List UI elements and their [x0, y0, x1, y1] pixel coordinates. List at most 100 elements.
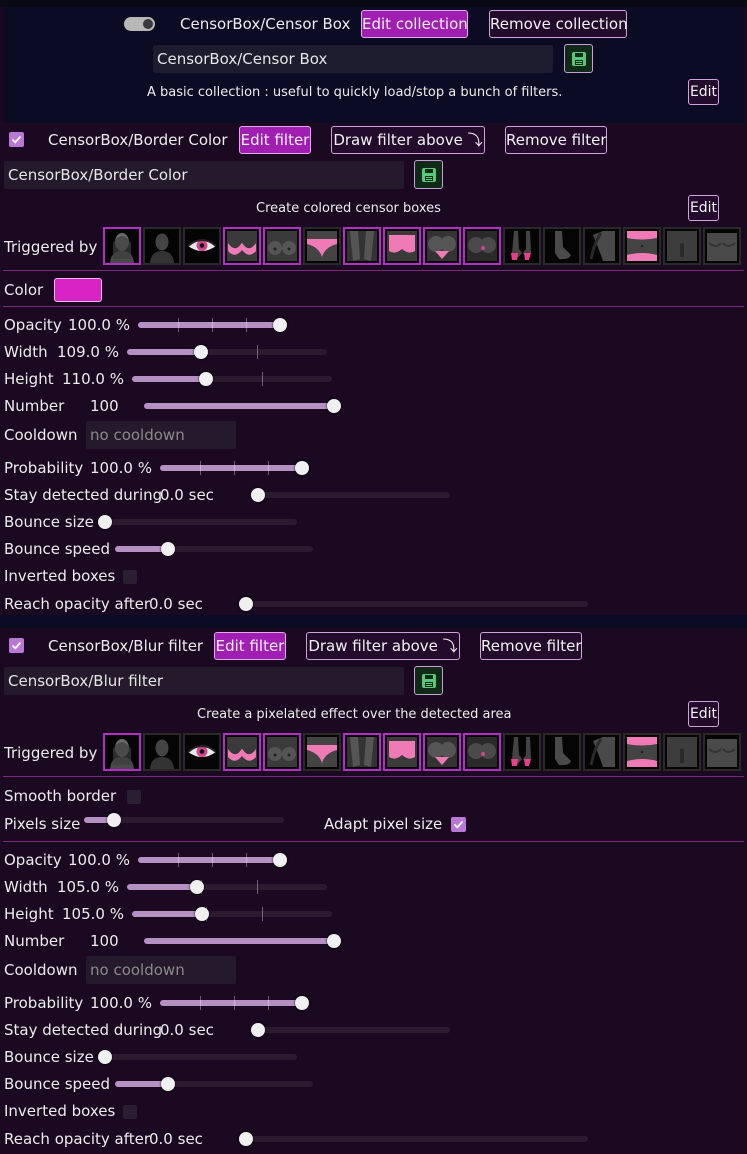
slider-handle[interactable]	[273, 318, 287, 332]
trigger-toggle[interactable]	[623, 733, 661, 771]
collection-description-edit-button[interactable]: Edit	[688, 79, 719, 105]
remove-filter-button[interactable]: Remove filter	[505, 126, 607, 154]
slider-handle[interactable]	[239, 597, 253, 611]
filter-description-edit-button[interactable]: Edit	[688, 701, 719, 727]
trigger-toggle[interactable]	[543, 227, 581, 265]
trigger-toggle[interactable]	[583, 227, 621, 265]
cooldown-input[interactable]: no cooldown	[86, 421, 236, 449]
bounce-size-slider[interactable]	[98, 1050, 297, 1064]
slider-handle[interactable]	[161, 1077, 176, 1091]
trigger-toggle[interactable]	[343, 227, 381, 265]
slider-handle[interactable]	[195, 907, 209, 921]
cooldown-input[interactable]: no cooldown	[86, 956, 236, 984]
edit-collection-button[interactable]: Edit collection	[361, 10, 468, 38]
draw-filter-above-button[interactable]: Draw filter above ⤵	[306, 632, 460, 660]
slider-handle[interactable]	[273, 853, 287, 867]
trigger-toggle[interactable]	[183, 227, 221, 265]
collection-toggle[interactable]	[124, 17, 155, 31]
adapt-pixel-size-checkbox[interactable]	[451, 817, 466, 832]
remove-collection-button[interactable]: Remove collection	[489, 10, 628, 38]
probability-slider[interactable]	[160, 461, 309, 475]
trigger-toggle[interactable]	[423, 733, 461, 771]
trigger-toggle[interactable]	[263, 733, 301, 771]
trigger-toggle[interactable]	[103, 227, 141, 265]
filter-name-input[interactable]: CensorBox/Blur filter	[4, 667, 404, 695]
bounce-size-slider[interactable]	[98, 515, 297, 529]
trigger-toggle[interactable]	[303, 733, 341, 771]
opacity-slider[interactable]	[138, 318, 287, 332]
opacity-slider[interactable]	[138, 853, 287, 867]
trigger-toggle[interactable]	[263, 227, 301, 265]
trigger-toggle[interactable]	[103, 733, 141, 771]
slider-handle[interactable]	[98, 515, 112, 529]
bounce-speed-slider[interactable]	[115, 542, 313, 556]
width-slider[interactable]	[127, 345, 327, 359]
slider-handle[interactable]	[295, 461, 309, 475]
trigger-toggle[interactable]	[703, 227, 741, 265]
height-slider[interactable]	[132, 907, 332, 921]
trigger-toggle[interactable]	[183, 733, 221, 771]
trigger-toggle[interactable]	[303, 227, 341, 265]
stay-slider[interactable]	[251, 1023, 450, 1037]
edit-filter-button[interactable]: Edit filter	[214, 632, 286, 660]
remove-filter-button[interactable]: Remove filter	[480, 632, 582, 660]
slider-handle[interactable]	[251, 1023, 265, 1037]
slider-handle[interactable]	[327, 399, 341, 413]
trigger-toggle[interactable]	[503, 227, 541, 265]
trigger-toggle[interactable]	[463, 227, 501, 265]
probability-slider[interactable]	[160, 996, 309, 1010]
filter-save-button[interactable]	[414, 666, 443, 695]
slider-handle[interactable]	[161, 542, 176, 556]
number-slider[interactable]	[144, 399, 341, 413]
draw-filter-above-button[interactable]: Draw filter above ⤵	[331, 126, 485, 154]
trigger-toggle[interactable]	[583, 733, 621, 771]
trigger-toggle[interactable]	[383, 227, 421, 265]
trigger-toggle[interactable]	[503, 733, 541, 771]
pixels-size-slider[interactable]	[84, 813, 284, 827]
trigger-toggle[interactable]	[343, 733, 381, 771]
slider-handle[interactable]	[199, 372, 213, 386]
covered-buttocks-icon	[387, 737, 417, 767]
stay-value: 0.0 sec	[160, 486, 214, 504]
collection-name-input[interactable]: CensorBox/Censor Box	[153, 45, 553, 73]
slider-handle[interactable]	[295, 996, 309, 1010]
slider-handle[interactable]	[107, 813, 121, 827]
slider-handle[interactable]	[98, 1050, 112, 1064]
trigger-toggle[interactable]	[383, 733, 421, 771]
number-slider[interactable]	[144, 934, 341, 948]
slider-fill	[138, 857, 280, 863]
trigger-toggle[interactable]	[223, 733, 261, 771]
inverted-boxes-checkbox[interactable]	[123, 570, 137, 584]
slider-handle[interactable]	[239, 1132, 253, 1146]
stay-slider[interactable]	[251, 488, 450, 502]
inverted-boxes-checkbox[interactable]	[123, 1105, 137, 1119]
trigger-toggle[interactable]	[543, 733, 581, 771]
edit-filter-button[interactable]: Edit filter	[239, 126, 311, 154]
slider-handle[interactable]	[327, 934, 341, 948]
reach-slider[interactable]	[239, 597, 588, 611]
trigger-toggle[interactable]	[663, 733, 701, 771]
filter-save-button[interactable]	[414, 160, 443, 189]
trigger-toggle[interactable]	[143, 733, 181, 771]
width-slider[interactable]	[127, 880, 327, 894]
slider-handle[interactable]	[251, 488, 265, 502]
trigger-toggle[interactable]	[143, 227, 181, 265]
slider-handle[interactable]	[194, 345, 208, 359]
filter-enable-checkbox[interactable]	[9, 132, 24, 147]
slider-handle[interactable]	[190, 880, 204, 894]
reach-slider[interactable]	[239, 1132, 588, 1146]
trigger-toggle[interactable]	[663, 227, 701, 265]
collection-save-button[interactable]	[564, 44, 593, 73]
trigger-toggle[interactable]	[223, 227, 261, 265]
trigger-toggle[interactable]	[703, 733, 741, 771]
filter-description-edit-button[interactable]: Edit	[688, 195, 719, 221]
bounce-speed-slider[interactable]	[115, 1077, 313, 1091]
height-slider[interactable]	[132, 372, 332, 386]
smooth-border-checkbox[interactable]	[127, 790, 141, 804]
trigger-toggle[interactable]	[623, 227, 661, 265]
color-swatch[interactable]	[54, 278, 102, 302]
trigger-toggle[interactable]	[463, 733, 501, 771]
filter-name-input[interactable]: CensorBox/Border Color	[4, 161, 404, 189]
trigger-toggle[interactable]	[423, 227, 461, 265]
filter-enable-checkbox[interactable]	[9, 638, 24, 653]
